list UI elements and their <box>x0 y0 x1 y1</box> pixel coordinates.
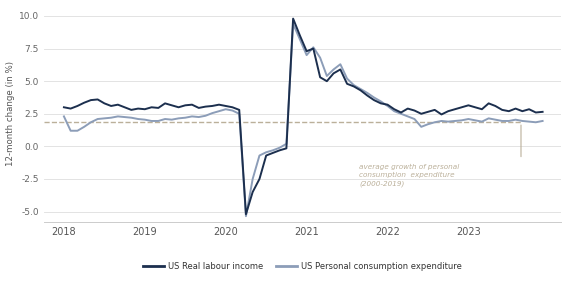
Text: (2000-2019): (2000-2019) <box>359 180 405 187</box>
Text: consumption  expenditure: consumption expenditure <box>359 172 455 178</box>
Y-axis label: 12-month change (in %): 12-month change (in %) <box>6 61 15 166</box>
Text: average growth of personal: average growth of personal <box>359 164 459 170</box>
Legend: US Real labour income, US Personal consumption expenditure: US Real labour income, US Personal consu… <box>140 259 465 274</box>
